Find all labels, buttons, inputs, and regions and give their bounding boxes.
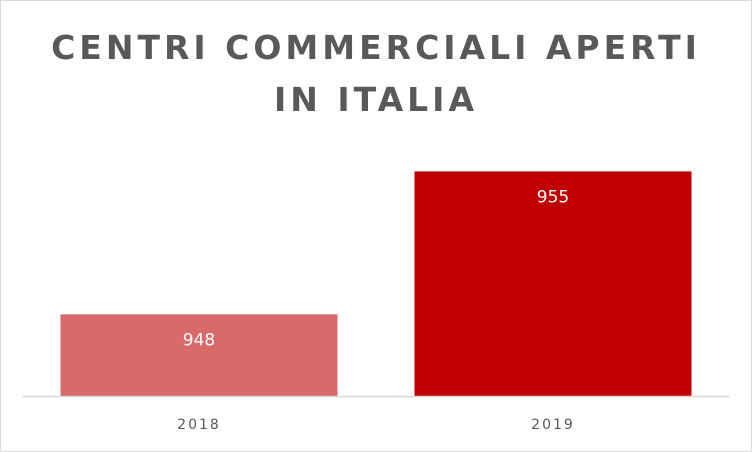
data-label-2018: 948 xyxy=(183,330,215,350)
chart-title: CENTRI COMMERCIALI APERTI IN ITALIA xyxy=(0,22,752,126)
x-tick-2019: 2019 xyxy=(531,417,575,433)
bar-2019 xyxy=(414,171,692,396)
x-tick-2018: 2018 xyxy=(177,417,221,433)
chart-title-line2: IN ITALIA xyxy=(274,80,478,119)
chart-title-line1: CENTRI COMMERCIALI APERTI xyxy=(51,28,701,67)
bar-2018 xyxy=(60,314,338,396)
data-label-2019: 955 xyxy=(537,187,569,207)
